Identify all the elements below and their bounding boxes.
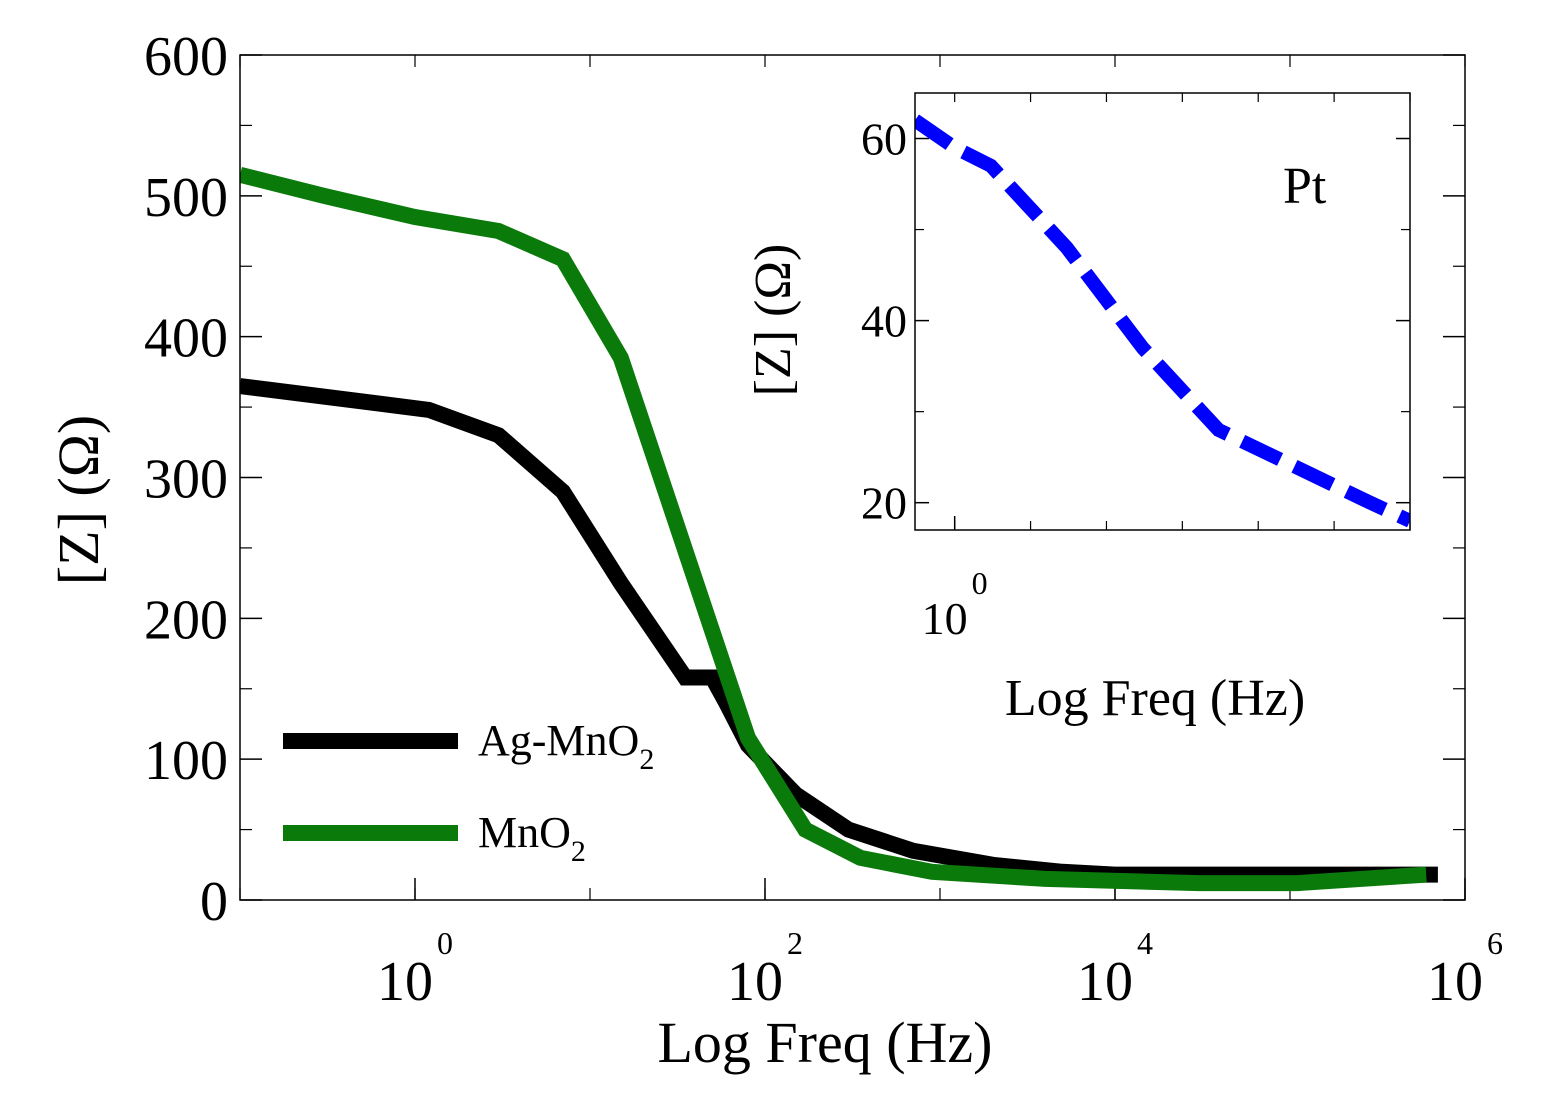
y-tick-label: 200 bbox=[144, 589, 228, 651]
y-tick-label: 500 bbox=[144, 167, 228, 229]
y-tick-label: 40 bbox=[861, 296, 907, 347]
legend: Ag-MnO2 MnO2 bbox=[283, 716, 654, 868]
main-plot-frame bbox=[239, 54, 1466, 901]
y-tick-label: 300 bbox=[144, 449, 228, 511]
y-tick-label: 20 bbox=[861, 478, 907, 529]
inset-annotation-pt: Pt bbox=[1283, 158, 1327, 215]
main-y-tick-labels: 0 100 200 300 400 500 600 bbox=[144, 26, 228, 933]
legend-label-ag-mno2-sub: 2 bbox=[639, 743, 654, 776]
legend-label-ag-mno2: Ag-MnO2 bbox=[478, 716, 654, 776]
y-tick-label: 400 bbox=[144, 308, 228, 370]
y-tick-label: 600 bbox=[144, 26, 228, 88]
legend-label-mno2-main: MnO bbox=[478, 808, 571, 857]
x-tick-exponent: 0 bbox=[972, 565, 988, 601]
series-line-mno2 bbox=[240, 166, 1427, 892]
inset-plot: 20 40 60 100 Pt Log Freq (Hz) [Z] (Ω) bbox=[745, 92, 1411, 727]
inset-y-tick-labels: 20 40 60 bbox=[861, 114, 907, 529]
x-tick-label: 102 bbox=[727, 925, 803, 1013]
main-y-axis-title: [Z] (Ω) bbox=[46, 415, 111, 585]
x-tick-label: 106 bbox=[1427, 925, 1503, 1013]
legend-label-mno2: MnO2 bbox=[478, 808, 586, 868]
y-tick-label: 60 bbox=[861, 114, 907, 165]
main-series bbox=[240, 166, 1438, 892]
x-tick-exponent: 6 bbox=[1487, 925, 1503, 961]
series-line-ag-mno2 bbox=[240, 378, 1438, 883]
inset-x-axis-title: Log Freq (Hz) bbox=[1005, 670, 1305, 727]
x-tick-label: 100 bbox=[377, 925, 453, 1013]
x-tick-base: 10 bbox=[727, 951, 783, 1013]
legend-label-mno2-sub: 2 bbox=[571, 835, 586, 868]
inset-series bbox=[915, 114, 1410, 528]
x-tick-base: 10 bbox=[1427, 951, 1483, 1013]
x-tick-label: 100 bbox=[922, 565, 988, 644]
x-tick-exponent: 2 bbox=[787, 925, 803, 961]
x-tick-base: 10 bbox=[377, 951, 433, 1013]
legend-label-ag-mno2-main: Ag-MnO bbox=[478, 716, 639, 765]
x-tick-label: 104 bbox=[1077, 925, 1153, 1013]
y-tick-label: 0 bbox=[200, 871, 228, 933]
x-tick-base: 10 bbox=[922, 593, 968, 644]
x-tick-exponent: 4 bbox=[1137, 925, 1153, 961]
series-line-pt bbox=[915, 114, 1410, 528]
y-tick-label: 100 bbox=[144, 730, 228, 792]
x-tick-exponent: 0 bbox=[437, 925, 453, 961]
inset-plot-frame bbox=[914, 92, 1411, 531]
inset-x-tick-labels: 100 bbox=[922, 565, 988, 644]
x-tick-base: 10 bbox=[1077, 951, 1133, 1013]
main-x-axis-title: Log Freq (Hz) bbox=[657, 1010, 992, 1075]
inset-y-axis-title: [Z] (Ω) bbox=[745, 244, 802, 397]
